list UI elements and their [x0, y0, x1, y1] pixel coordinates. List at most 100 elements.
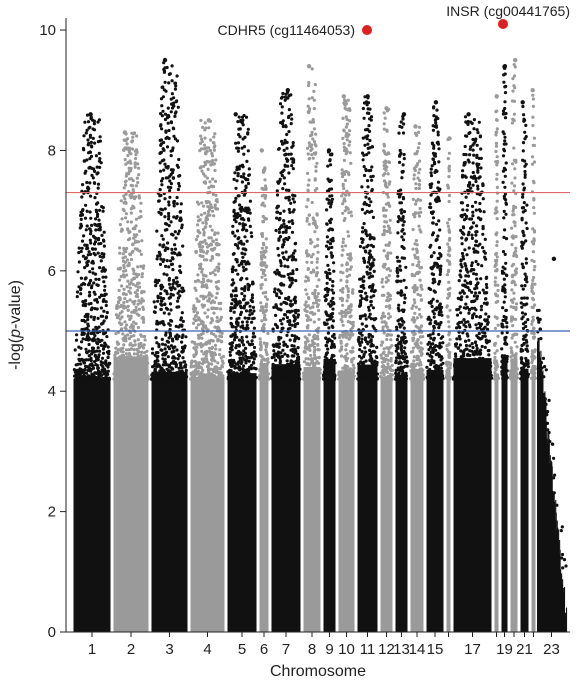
snp-point	[357, 376, 361, 380]
snp-point	[386, 362, 390, 366]
chromosome-12-dense-region	[380, 379, 393, 632]
snp-point	[160, 348, 164, 352]
snp-point	[136, 338, 140, 342]
snp-point	[286, 272, 290, 277]
snp-point	[229, 306, 233, 310]
snp-point	[203, 128, 207, 132]
snp-point	[344, 169, 348, 174]
snp-point	[181, 244, 185, 248]
snp-point	[128, 286, 132, 290]
snp-point	[366, 185, 370, 189]
snp-point	[380, 277, 384, 281]
snp-point	[387, 203, 391, 207]
snp-point	[412, 333, 416, 337]
snp-point	[154, 278, 158, 282]
snp-point	[161, 353, 165, 357]
chromosome-9-peak-point	[326, 148, 332, 153]
snp-point	[193, 353, 197, 357]
snp-point	[190, 373, 194, 377]
snp-point	[89, 117, 93, 121]
snp-point	[164, 176, 168, 180]
snp-point	[165, 145, 170, 149]
snp-point	[178, 370, 182, 374]
snp-point	[369, 200, 373, 204]
snp-point	[387, 347, 391, 351]
snp-point	[251, 331, 256, 335]
snp-point	[96, 377, 100, 381]
snp-point	[369, 235, 373, 239]
snp-point	[128, 298, 132, 302]
snp-point	[263, 255, 267, 259]
snp-point	[136, 288, 140, 292]
snp-point	[121, 292, 125, 296]
snp-point	[315, 257, 319, 261]
snp-point	[125, 273, 129, 277]
snp-point	[327, 326, 331, 330]
snp-point	[130, 365, 134, 370]
snp-point	[412, 359, 416, 363]
snp-point	[93, 272, 98, 276]
snp-point	[85, 180, 89, 185]
snp-point	[364, 250, 368, 254]
snp-point	[136, 302, 140, 306]
snp-point	[244, 361, 248, 365]
snp-point	[346, 98, 350, 102]
snp-point	[209, 258, 213, 262]
snp-point	[93, 292, 97, 296]
snp-point	[314, 165, 318, 169]
snp-point	[163, 374, 167, 378]
snp-point	[246, 149, 250, 153]
snp-point	[316, 237, 320, 241]
snp-point	[402, 301, 407, 305]
snp-point	[89, 216, 93, 220]
snp-point	[261, 262, 265, 267]
snp-point	[397, 195, 401, 199]
snp-point	[413, 131, 418, 135]
snp-point	[363, 346, 367, 350]
snp-point	[280, 170, 284, 174]
snp-point	[78, 367, 82, 371]
snp-point	[344, 348, 348, 352]
snp-point	[167, 81, 171, 85]
snp-point	[234, 141, 238, 145]
snp-point	[305, 219, 309, 223]
snp-point	[363, 338, 367, 342]
snp-point	[170, 256, 174, 260]
snp-point	[217, 262, 221, 266]
snp-point	[274, 313, 278, 317]
snp-point	[129, 316, 133, 320]
snp-point	[234, 186, 238, 190]
snp-point	[402, 278, 406, 282]
snp-point	[239, 239, 243, 243]
snp-point	[215, 315, 219, 320]
snp-point	[260, 246, 264, 250]
snp-point	[385, 192, 389, 196]
snp-point	[363, 228, 367, 232]
snp-point	[130, 356, 134, 360]
snp-point	[119, 349, 123, 353]
snp-point	[153, 305, 157, 309]
snp-point	[358, 244, 362, 249]
snp-point	[313, 230, 317, 234]
snp-point	[196, 323, 200, 327]
snp-point	[129, 211, 133, 215]
snp-point	[328, 194, 332, 198]
snp-point	[174, 84, 178, 88]
snp-point	[140, 275, 144, 279]
snp-point	[278, 179, 282, 183]
snp-point	[207, 186, 211, 190]
snp-point	[233, 294, 237, 298]
snp-point	[75, 333, 79, 337]
snp-point	[401, 354, 405, 359]
snp-point	[210, 205, 214, 209]
snp-point	[414, 182, 418, 186]
snp-point	[296, 346, 300, 350]
snp-point	[151, 351, 155, 355]
snp-point	[420, 347, 425, 351]
snp-point	[375, 376, 379, 380]
snp-point	[342, 172, 346, 176]
chromosome-4-dense-region	[190, 376, 225, 632]
snp-point	[404, 339, 408, 343]
snp-point	[345, 275, 349, 279]
snp-point	[315, 334, 320, 338]
